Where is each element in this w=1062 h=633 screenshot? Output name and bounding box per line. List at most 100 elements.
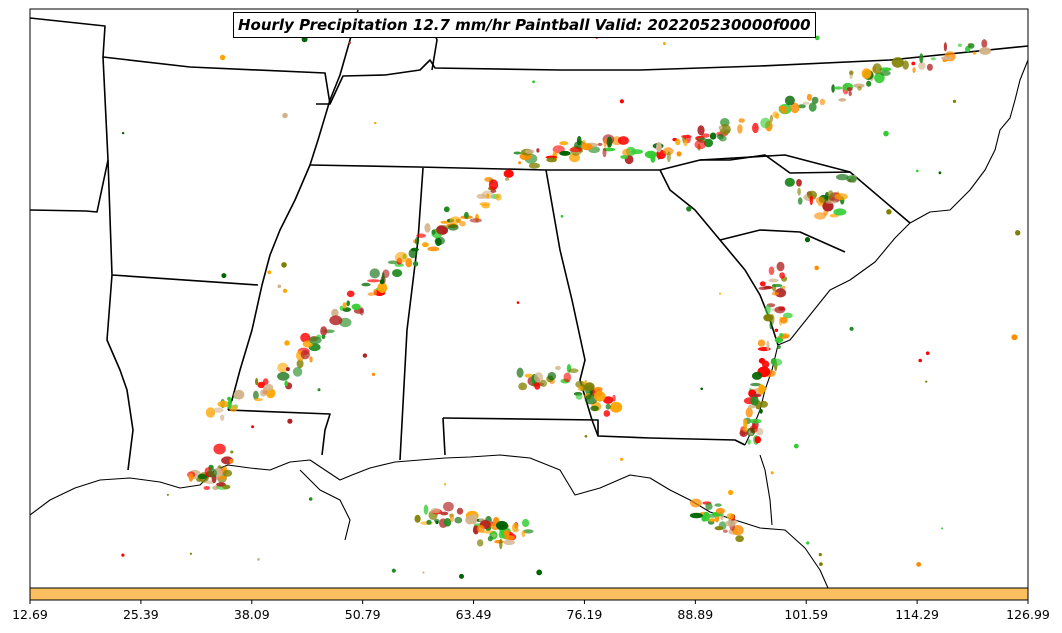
precip-blob (230, 450, 234, 454)
precip-blob (490, 189, 497, 193)
precip-blob (424, 223, 431, 233)
precip-blob (747, 439, 751, 445)
precip-blob (443, 501, 454, 512)
precip-blob (732, 525, 744, 536)
precip-blob (581, 139, 587, 150)
precip-blob (750, 382, 762, 387)
precip-blob (476, 193, 487, 199)
precip-blob (941, 56, 952, 61)
precip-blob (848, 90, 852, 97)
precip-blob (675, 138, 681, 146)
precip-blob (362, 353, 368, 358)
colorbar-tick-label: 50.79 (344, 607, 381, 622)
precip-blob (700, 387, 703, 391)
precip-blob (584, 435, 588, 438)
precip-blob (415, 237, 420, 245)
precip-blob (560, 214, 564, 218)
precip-blob (443, 518, 452, 527)
precip-blob (481, 203, 490, 209)
precip-blob (918, 358, 922, 363)
precip-blob (766, 340, 770, 351)
precip-blob (765, 304, 771, 315)
precip-blob (346, 300, 351, 307)
precip-blob (701, 133, 710, 138)
colorbar-tick-label: 12.69 (12, 607, 48, 622)
precip-blob (282, 112, 288, 119)
precip-blob (321, 334, 326, 339)
precip-blob (656, 142, 662, 153)
precip-blob (793, 443, 799, 449)
precip-blob (533, 372, 544, 383)
precip-blob (754, 436, 761, 444)
precip-blob (394, 251, 408, 263)
plot-frame (29, 8, 1029, 589)
precip-blob (267, 270, 272, 275)
precip-blob (1015, 230, 1021, 236)
precip-blob (300, 350, 310, 360)
precip-blob (847, 87, 853, 92)
precip-blob (379, 279, 385, 285)
precip-blob (790, 102, 800, 114)
colorbar-tick-label: 25.39 (122, 607, 159, 622)
precip-blob (926, 63, 933, 71)
precip-blob (575, 393, 583, 400)
precip-blob (737, 124, 743, 134)
precip-blob (516, 301, 520, 304)
precip-blob (547, 372, 557, 381)
precip-blob (774, 306, 786, 314)
precip-blob (223, 469, 233, 477)
precip-blob (779, 333, 784, 337)
precip-blob (644, 150, 657, 159)
precip-blob (605, 403, 611, 410)
precip-blob (220, 414, 225, 422)
precip-blob (780, 316, 788, 324)
precip-blob (768, 278, 779, 283)
precip-blob (285, 367, 290, 372)
precip-blob (339, 305, 344, 311)
precip-blob (726, 513, 735, 520)
precip-blob (751, 371, 763, 380)
precip-blob (528, 162, 541, 169)
colorbar-tick-label: 114.29 (895, 607, 939, 622)
precip-blob (205, 407, 216, 418)
precip-blob (486, 193, 490, 199)
precip-blob (779, 272, 785, 279)
map-title: Hourly Precipitation 12.7 mm/hr Paintbal… (233, 12, 816, 38)
precip-blob (760, 385, 767, 392)
precip-blob (277, 362, 289, 373)
precip-blob (819, 98, 826, 106)
precip-blob (436, 225, 447, 235)
precip-blob (902, 60, 909, 70)
precip-blob (606, 136, 613, 148)
precip-blob (622, 148, 631, 156)
precipitation-paintball-layer (121, 29, 1021, 579)
precip-blob (760, 117, 771, 129)
precip-blob (309, 356, 313, 363)
precip-blob (683, 139, 688, 147)
precip-blob (487, 536, 493, 542)
precip-blob (930, 57, 936, 61)
precip-blob (405, 258, 413, 268)
precip-blob (292, 367, 303, 377)
precip-blob (300, 332, 311, 343)
precip-blob (559, 150, 571, 156)
precip-blob (351, 303, 361, 310)
precip-blob (797, 104, 806, 109)
precip-blob (308, 497, 313, 501)
precip-blob (435, 237, 442, 247)
precip-blob (757, 339, 766, 347)
precip-blob (207, 468, 218, 478)
precip-blob (747, 404, 756, 409)
precip-blob (217, 400, 230, 408)
precip-blob (676, 151, 682, 157)
precip-blob (849, 326, 854, 331)
precip-blob (555, 365, 561, 371)
precip-blob (522, 529, 534, 534)
precip-blob (603, 410, 611, 417)
precip-blob (431, 229, 436, 235)
precip-blob (413, 261, 419, 267)
precip-blob (763, 314, 774, 322)
precip-blob (594, 391, 606, 402)
precip-blob (348, 41, 351, 45)
